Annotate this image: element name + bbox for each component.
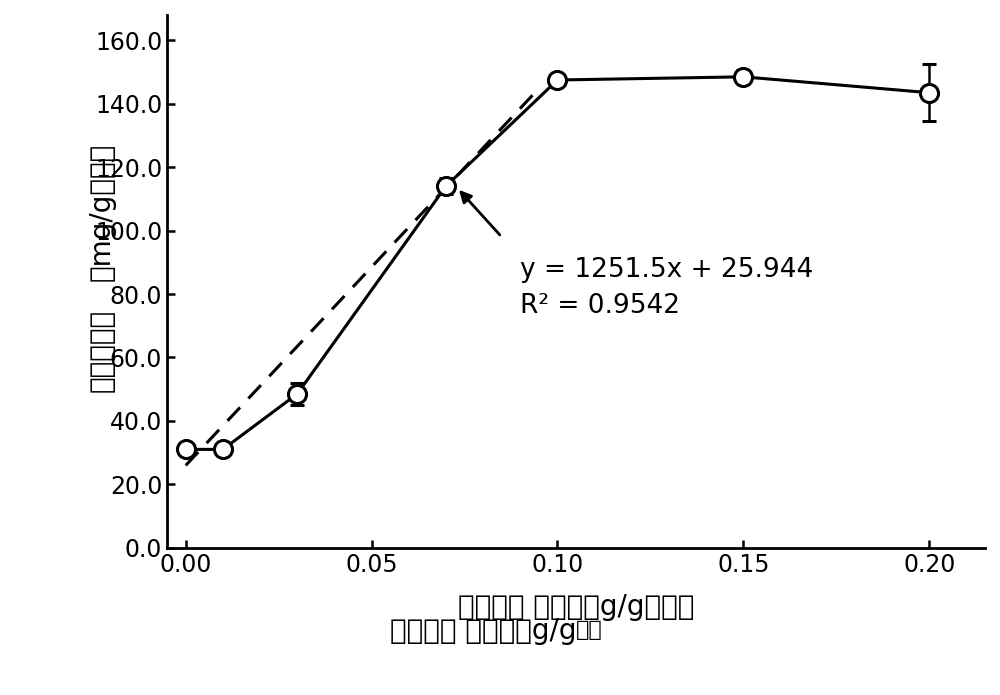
X-axis label: 氢氧化钙 投加量（g/g碎木）: 氢氧化钙 投加量（g/g碎木） — [458, 594, 694, 621]
Text: 氢氧化钙 投加量（g/g: 氢氧化钙 投加量（g/g — [390, 617, 576, 645]
Text: 碎木: 碎木 — [576, 619, 603, 639]
Text: 还原糖产率: 还原糖产率 — [88, 309, 116, 393]
Text: （mg/g碎木）: （mg/g碎木） — [88, 142, 116, 281]
Text: y = 1251.5x + 25.944
R² = 0.9542: y = 1251.5x + 25.944 R² = 0.9542 — [520, 257, 814, 320]
